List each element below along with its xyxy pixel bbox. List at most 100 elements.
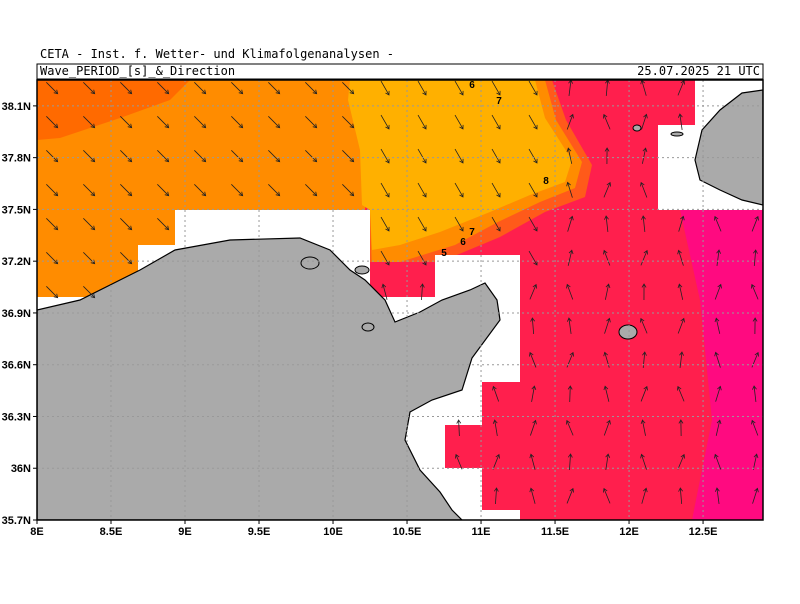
contour-label: 5 [441,248,447,259]
direction-arrow [714,453,722,470]
y-tick-label: 38.1N [2,101,31,113]
direction-arrow [714,317,721,334]
direction-arrow [750,283,759,300]
field [37,80,763,520]
direction-arrow [454,216,464,232]
direction-arrow [530,419,537,436]
yellow-sea [348,80,572,250]
direction-arrow [419,283,425,301]
direction-arrow [417,182,427,198]
direction-arrow [157,116,170,129]
direction-arrow [492,419,498,436]
direction-arrow [194,82,207,95]
direction-arrow [46,184,59,197]
direction-arrow [417,216,427,232]
direction-arrow [83,150,96,163]
magenta-sea [680,210,763,520]
x-tick-label: 8E [30,526,43,538]
direction-arrow [640,453,647,470]
direction-arrow [529,453,536,470]
direction-arrow [380,114,390,130]
contour-label: 6 [469,80,475,91]
island [618,324,638,340]
direction-arrow [46,150,59,163]
direction-arrow [752,487,759,504]
source-title: CETA - Inst. f. Wetter- und Klimafolgena… [40,47,394,61]
direction-arrow [566,181,573,198]
direction-arrow [83,218,96,231]
pink-patch [370,262,435,297]
y-tick-label: 37.8N [2,153,31,165]
direction-arrow [565,419,574,436]
direction-arrow [642,147,648,164]
direction-arrow [751,215,759,232]
direction-arrow [380,182,390,198]
direction-arrow [639,317,648,334]
direction-arrow [454,182,464,198]
direction-arrow [194,150,207,163]
direction-arrow [46,82,59,95]
direction-arrow [83,252,96,265]
direction-arrow [641,215,646,232]
island [354,265,370,275]
direction-arrow [120,116,133,129]
direction-arrow [120,184,133,197]
direction-arrow [641,487,648,504]
direction-arrow [305,184,318,197]
direction-arrow [231,82,244,95]
direction-arrow [566,487,575,504]
direction-arrow [342,82,355,95]
direction-arrow [677,283,684,300]
direction-arrow [528,216,538,232]
island [300,256,320,270]
x-tick-label: 9E [178,526,191,538]
y-tick-label: 36.6N [2,360,31,372]
direction-arrow [83,184,96,197]
direction-arrow [46,116,59,129]
direction-arrow [602,487,611,504]
direction-arrow [120,218,133,231]
direction-arrow [194,184,207,197]
direction-arrow [678,419,684,437]
direction-arrow [678,215,685,232]
direction-arrow [567,385,573,403]
direction-arrow [120,252,133,265]
island [361,322,375,332]
direction-arrow [46,286,59,299]
direction-arrow [714,351,721,368]
direction-arrow [715,385,722,402]
direction-arrow [380,80,390,96]
direction-arrow [491,148,501,164]
direction-arrow [528,182,538,198]
direction-arrow [528,80,538,96]
y-tick-label: 36.9N [2,308,31,320]
x-tick-label: 10.5E [393,526,422,538]
contour-label: 6 [460,237,466,248]
direction-arrow [268,150,281,163]
direction-arrow [604,215,609,232]
direction-arrow [678,487,683,505]
direction-arrow [679,351,684,368]
direction-arrow [380,216,390,232]
direction-arrow [604,147,610,165]
field-title: Wave_PERIOD_[s]_&_Direction [40,64,235,78]
overlay [37,80,763,520]
direction-arrow [493,487,499,505]
direction-arrow [602,113,611,130]
direction-arrow [567,453,573,471]
direction-arrow [231,184,244,197]
direction-arrow [603,419,611,436]
direction-arrow [677,249,684,266]
direction-arrow [603,249,611,266]
direction-arrow [529,487,536,504]
contour-label: 7 [469,227,475,238]
direction-arrow [305,116,318,129]
direction-arrow [714,487,720,504]
direction-arrow [640,385,648,402]
direction-arrow [642,351,647,369]
direction-arrow [566,147,573,164]
direction-arrow [157,218,170,231]
direction-arrow [491,80,501,96]
direction-arrow [454,453,463,470]
